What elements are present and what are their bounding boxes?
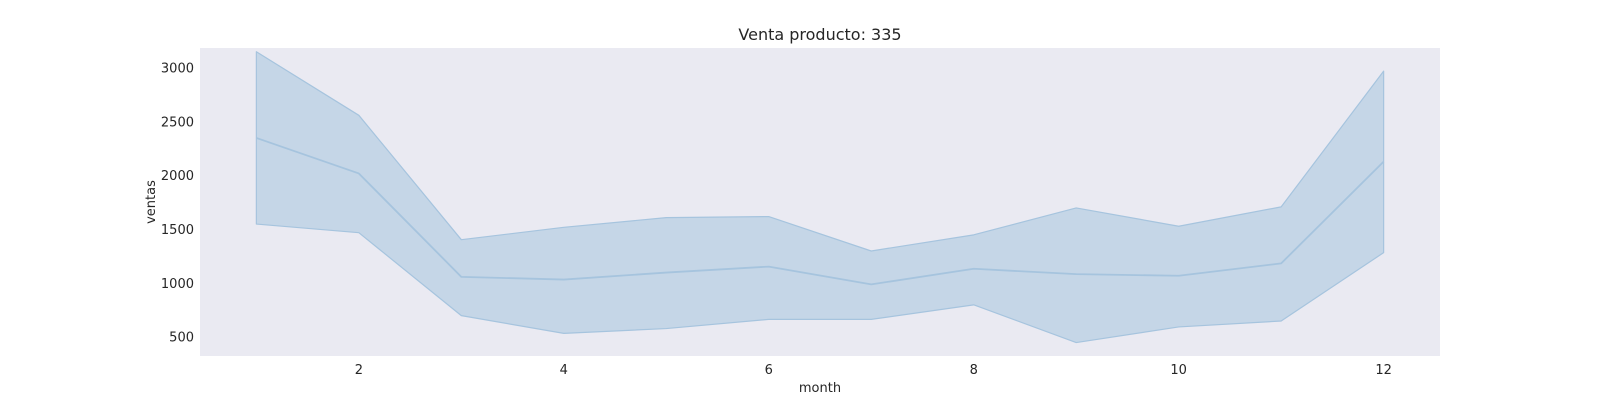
y-tick-label: 3000 [161, 61, 194, 76]
x-axis-label: month [799, 381, 841, 396]
y-tick-label: 1500 [161, 223, 194, 238]
series-line-0 [256, 137, 1385, 286]
data-point [972, 267, 976, 271]
data-point [459, 275, 463, 279]
y-axis-ticks: 500 1000 1500 2000 2500 3000 [161, 61, 194, 345]
data-point [562, 278, 566, 282]
x-tick-label: 4 [560, 363, 568, 378]
data-point [767, 265, 771, 269]
confidence-band-layer [255, 51, 1385, 344]
x-tick-label: 12 [1375, 363, 1392, 378]
x-tick-label: 8 [970, 363, 978, 378]
data-point [869, 282, 873, 286]
data-point [1074, 272, 1078, 276]
y-tick-label: 2000 [161, 169, 194, 184]
data-point [357, 171, 361, 175]
y-tick-label: 1000 [161, 277, 194, 292]
y-tick-label: 500 [169, 331, 194, 346]
data-point [1177, 274, 1181, 278]
chart-title: Venta producto: 335 [738, 25, 901, 44]
confidence-band-0 [255, 51, 1385, 344]
x-axis-ticks: 2 4 6 8 10 12 [355, 363, 1392, 378]
data-point [664, 271, 668, 275]
data-point [1382, 160, 1386, 164]
data-point [254, 136, 258, 140]
data-point [1279, 261, 1283, 265]
series-line-layer [254, 136, 1386, 286]
x-tick-label: 10 [1170, 363, 1187, 378]
x-tick-label: 2 [355, 363, 363, 378]
x-tick-label: 6 [765, 363, 773, 378]
y-tick-label: 2500 [161, 115, 194, 130]
y-axis-label: ventas [144, 180, 159, 224]
